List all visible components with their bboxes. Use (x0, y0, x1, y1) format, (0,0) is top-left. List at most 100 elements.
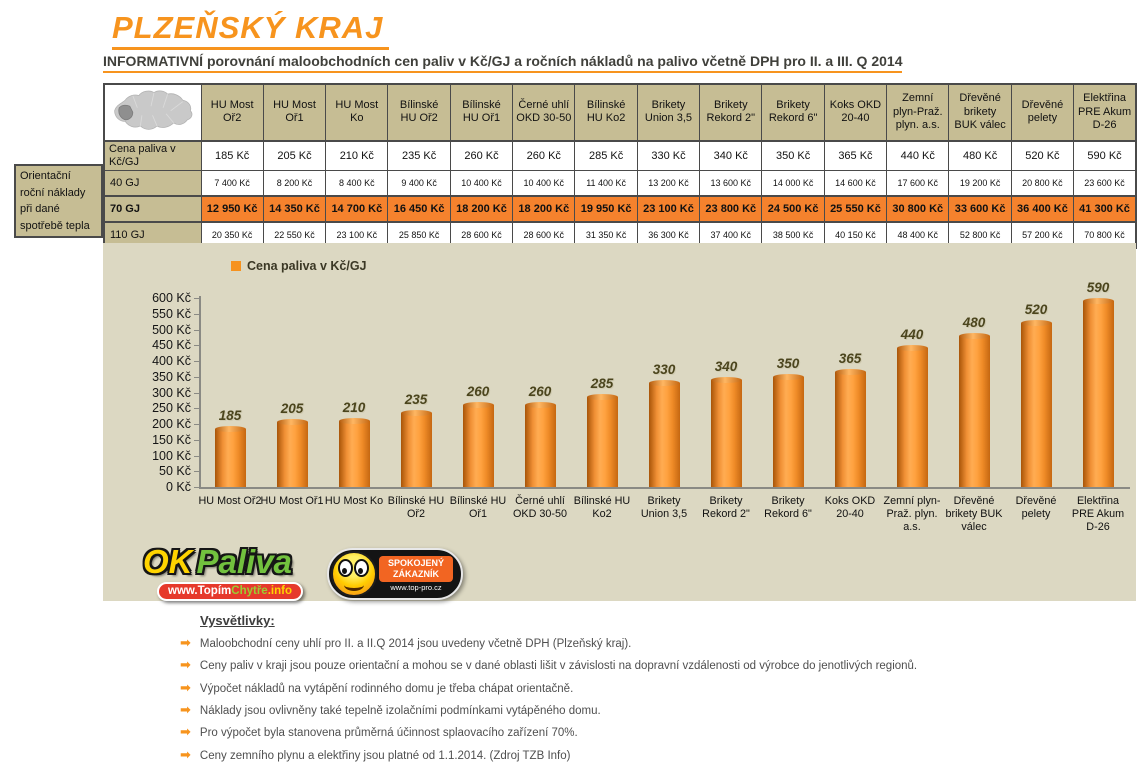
cost-cell: 23 800 Kč (699, 195, 763, 224)
x-axis-category-label: Bílinské HU Oř1 (449, 495, 507, 520)
legend-label: Cena paliva v Kč/GJ (247, 259, 367, 273)
price-row-label: Cena paliva v Kč/GJ (103, 140, 202, 172)
note-item: ➡ Ceny zemního plynu a elektřiny jsou pla… (180, 748, 570, 763)
fuel-column-header: Brikety Rekord 6" (761, 83, 825, 142)
notes-heading: Vysvětlivky: (200, 613, 275, 628)
fuel-column-header: HU Most Oř2 (200, 83, 264, 142)
fuel-price-bar-chart: Cena paliva v Kč/GJ 600 Kč 550 Kč 500 Kč 45… (103, 243, 1136, 601)
cost-cell: 25 550 Kč (823, 195, 888, 224)
fuel-column-header: Bílinské HU Ko2 (574, 83, 638, 142)
cost-cell: 16 450 Kč (387, 195, 451, 224)
bar-cap (1082, 298, 1114, 304)
price-cell: 340 Kč (699, 140, 763, 172)
price-cell: 260 Kč (449, 140, 514, 172)
x-axis-category-label: Brikety Union 3,5 (640, 495, 688, 520)
x-axis-category-label: HU Most Ko (324, 495, 384, 507)
bar-value-label: 260 (528, 384, 552, 399)
table-header-row: HU Most Oř2 HU Most Oř1 HU Most Ko Bílinské… (103, 83, 1137, 142)
note-item: ➡ Náklady jsou ovlivněny také tepelně izo… (180, 703, 601, 718)
bar-value-label: 480 (962, 315, 986, 330)
cost-cell: 10 400 Kč (512, 170, 576, 197)
cost-cell: 33 600 Kč (948, 195, 1012, 224)
x-axis-category-label: Dřevěné brikety BUK válec (945, 495, 1003, 533)
y-axis-tick (194, 471, 199, 473)
y-axis-tick-label: 500 Kč (152, 322, 191, 337)
note-text: Ceny paliv v kraji jsou pouze orientační… (199, 660, 918, 673)
cost-cell: 23 100 Kč (636, 195, 701, 224)
fuel-column-header: Brikety Union 3,5 (636, 83, 701, 142)
x-axis-category-label: Brikety Rekord 6" (764, 495, 812, 520)
y-axis-tick-label: 50 Kč (159, 464, 191, 479)
y-axis-tick (194, 408, 199, 410)
cost-cell: 17 600 Kč (886, 170, 950, 197)
arrow-icon: ➡ (180, 680, 191, 696)
y-axis-tick-label: 250 Kč (152, 401, 191, 416)
bar (276, 419, 308, 487)
y-axis-tick-label: 0 Kč (165, 480, 191, 494)
cost-cell: 18 200 Kč (449, 195, 514, 224)
smiley-right-eye (354, 559, 369, 577)
czech-republic-map (114, 90, 193, 130)
fuel-column-header: Černé uhlí OKD 30-50 (512, 83, 576, 142)
y-axis-tick (194, 424, 199, 425)
y-axis-tick-label: 400 Kč (152, 354, 191, 368)
bar-value-label: 260 (466, 384, 490, 399)
spokojeny-zakaznik-label: SPOKOJENÝ ZÁKAZNÍK (379, 556, 453, 582)
fuel-column-header: HU Most Oř1 (262, 83, 327, 142)
bar (958, 333, 990, 487)
note-item: ➡ Pro výpočet byla stanovena průměrná úči… (180, 725, 578, 740)
bar-cap (834, 369, 866, 375)
bar-value-label: 590 (1086, 280, 1110, 295)
note-text: Maloobchodní ceny uhlí pro II. a II.Q 20… (199, 638, 632, 650)
x-axis-category-label: HU Most Oř2 (198, 495, 262, 507)
bar (400, 410, 432, 487)
y-axis-tick (194, 298, 199, 299)
note-text: Ceny zemního plynu a elektřiny jsou plat… (199, 749, 571, 762)
price-cell: 205 Kč (262, 140, 327, 172)
price-cell: 210 Kč (325, 140, 389, 172)
cost-cell: 41 300 Kč (1073, 195, 1137, 224)
bar-value-label: 330 (652, 362, 676, 377)
price-cell: 480 Kč (948, 140, 1012, 172)
cost-cell: 14 600 Kč (823, 170, 888, 197)
row-group-label: Orientační roční náklady při dané spotře… (14, 164, 103, 238)
spokojeny-zakaznik-badge[interactable]: SPOKOJENÝ ZÁKAZNÍK www.top-pro.cz (327, 548, 463, 600)
fuel-column-header: Bílinské HU Oř2 (387, 83, 451, 142)
smiley-mouth (344, 579, 364, 591)
bar-value-label: 350 (776, 356, 800, 371)
bar-value-label: 185 (218, 408, 242, 423)
arrow-icon: ➡ (180, 636, 191, 651)
y-axis-tick-label: 450 Kč (152, 338, 191, 353)
bar-cap (710, 377, 742, 383)
price-row: Cena paliva v Kč/GJ 185 Kč 205 Kč 210 Kč 235… (103, 140, 1137, 172)
bar-cap (214, 426, 246, 432)
y-axis-tick-label: 100 Kč (152, 448, 191, 463)
bar-cap (524, 402, 556, 408)
smiley-icon (331, 551, 377, 597)
cost-cell: 11 400 Kč (574, 170, 638, 197)
arrow-icon: ➡ (180, 725, 191, 741)
cost-cell: 9 400 Kč (387, 170, 451, 197)
cost-cell: 18 200 Kč (512, 195, 576, 224)
cost-cell: 19 950 Kč (574, 195, 638, 224)
y-axis-tick (194, 361, 199, 362)
topimchytre-url-badge: www.TopímChytře.info (157, 582, 303, 601)
fuel-column-header: Bílinské HU Oř1 (449, 83, 514, 142)
x-axis-category-label: Elektřina PRE Akum D-26 (1071, 495, 1125, 533)
price-cell: 520 Kč (1010, 140, 1075, 172)
y-axis-tick-label: 150 Kč (152, 432, 191, 447)
cost-cell: 36 400 Kč (1010, 195, 1075, 224)
cost-cell: 8 400 Kč (325, 170, 389, 197)
bar-value-label: 365 (838, 351, 862, 366)
fuel-price-table: HU Most Oř2 HU Most Oř1 HU Most Ko Bílinské… (103, 83, 1137, 250)
x-axis-category-label: Bílinské HU Oř2 (387, 495, 445, 520)
bar-cap (338, 418, 370, 424)
y-axis-tick (194, 455, 199, 457)
fuel-column-header: HU Most Ko (325, 83, 389, 142)
note-text: Pro výpočet byla stanovena průměrná účin… (199, 727, 578, 740)
ok-paliva-logo[interactable]: OK Paliva www.TopímChytře.info (143, 545, 333, 609)
arrow-icon: ➡ (180, 747, 191, 763)
bar-cap (276, 419, 308, 425)
page-title: PLZEŇSKÝ KRAJ (112, 10, 390, 50)
